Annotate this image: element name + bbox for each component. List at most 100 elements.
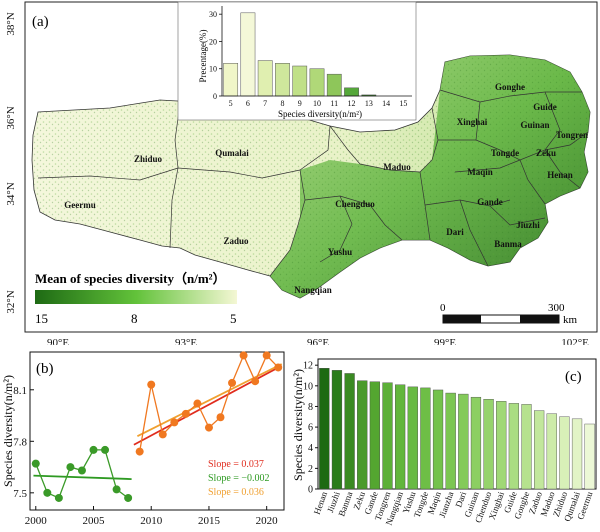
c-ytick: 12 [303, 361, 313, 372]
b-xtick: 2015 [198, 515, 221, 527]
scalebar-unit: km [563, 314, 578, 326]
inset-ytick: 20 [209, 37, 217, 46]
inset-ytick: 10 [209, 65, 217, 74]
c-bar [445, 392, 456, 490]
county-label-zaduo: Zaduo [223, 236, 249, 246]
c-bar [521, 404, 532, 490]
scalebar: 0 300 km [440, 302, 578, 326]
c-bar [407, 386, 418, 490]
b-point [262, 351, 271, 360]
b-point [54, 493, 63, 502]
b-point [43, 488, 52, 497]
c-bar [508, 403, 519, 490]
b-point [101, 445, 110, 454]
b-point [112, 485, 121, 494]
county-label-jiuzhi: Jiuzhi [516, 220, 540, 230]
b-ytick: 7.8 [13, 436, 27, 448]
county-label-gonghe: Gonghe [495, 82, 525, 92]
c-ytick: 6 [308, 423, 313, 434]
inset-bar [240, 12, 256, 97]
b-point [77, 466, 86, 475]
c-ytick: 0 [308, 485, 313, 496]
inset-bar [309, 68, 325, 97]
b-point [135, 447, 144, 456]
c-bar [369, 381, 380, 490]
inset-bar [344, 87, 359, 97]
time-series-panel: Species diversity(n/m²) (b) 2000 2005 2010… [1, 351, 285, 527]
longitude-labels: 90°E 93°E 96°E 99°E 102°E [47, 337, 589, 345]
b-point [170, 418, 179, 427]
county-label-qumalai: Qumalai [215, 148, 249, 158]
panel-a-label: (a) [32, 14, 49, 30]
b-point [89, 445, 98, 454]
county-label-zeku: Zeku [536, 148, 556, 158]
inset-xtick: 11 [330, 99, 338, 108]
map-panel: Zhiduo Qumalai Maduo Geermu Chengduo Zaduo Yus… [5, 1, 598, 345]
county-label-henan: Henan [547, 170, 573, 180]
scalebar-max: 300 [548, 302, 565, 314]
b-point [228, 378, 237, 387]
b-point [31, 459, 40, 468]
county-label-nangqian: Nangqian [294, 285, 332, 295]
c-ytick: 8 [308, 402, 313, 413]
inset-ylabel: Precentage(%) [198, 30, 208, 83]
inset-xtick: 10 [313, 99, 321, 108]
county-label-chengduo: Chengduo [335, 199, 375, 209]
county-label-guide: Guide [533, 102, 557, 112]
c-ytick: 10 [303, 381, 313, 392]
c-bar [458, 393, 469, 490]
c-ylabel: Species diversity(n/m²) [291, 369, 305, 481]
c-bar [534, 410, 545, 490]
c-bar [571, 418, 583, 490]
county-label-maduo: Maduo [383, 162, 411, 172]
inset-xlabel: Species diversity(n/m²) [278, 109, 362, 119]
inset-xtick: 13 [365, 99, 373, 108]
b-xtick: 2005 [83, 515, 106, 527]
county-label-dari: Dari [446, 227, 464, 237]
b-ylabel: Species diversity(n/m²) [1, 375, 15, 487]
inset-bar [275, 63, 290, 97]
c-ytick: 2 [308, 464, 313, 475]
b-point [181, 409, 190, 418]
lon-label: 96°E [307, 337, 329, 345]
county-label-tongren: Tongren [556, 130, 588, 140]
lat-label: 32°N [5, 290, 17, 313]
lat-label: 38°N [5, 12, 17, 35]
legend-colorbar [35, 290, 237, 304]
inset-xtick: 6 [246, 99, 250, 108]
b-xtick: 2020 [256, 515, 279, 527]
study-area [31, 54, 591, 299]
latitude-labels: 38°N 36°N 34°N 32°N [5, 12, 17, 313]
inset-bar [257, 60, 273, 97]
legend: Mean of species diversity（n/m²） 15 8 5 [35, 271, 237, 326]
scalebar-zero: 0 [440, 302, 446, 314]
inset-xtick: 7 [263, 99, 267, 108]
b-ytick: 8.1 [13, 385, 27, 397]
b-point [239, 351, 248, 360]
b-point [124, 493, 133, 502]
inset-xtick: 8 [280, 99, 284, 108]
c-bar [344, 373, 355, 490]
legend-title: Mean of species diversity（n/m²） [35, 271, 226, 286]
c-bar [331, 370, 343, 490]
inset-xtick: 5 [229, 99, 233, 108]
b-xtick: 2010 [140, 515, 163, 527]
b-trendline [33, 474, 132, 480]
inset-ytick: 30 [209, 10, 217, 19]
c-bar [382, 382, 393, 490]
c-bar [432, 389, 444, 490]
inset-xtick: 12 [348, 99, 356, 108]
b-ytick: 7.5 [13, 488, 27, 500]
county-label-maqin: Maqin [467, 167, 493, 177]
legend-tick-max: 15 [35, 311, 48, 326]
lon-label: 93°E [175, 337, 197, 345]
lon-label: 102°E [561, 337, 589, 345]
b-point [158, 430, 167, 439]
legend-tick-mid: 8 [131, 311, 138, 326]
inset-histogram: 5 6 7 8 9 10 11 12 13 14 15 0 10 20 30 Precentage(%) S… [177, 1, 417, 121]
c-bar [395, 384, 406, 490]
lat-label: 36°N [5, 106, 17, 129]
c-bar [559, 416, 570, 490]
c-bar [470, 396, 482, 490]
